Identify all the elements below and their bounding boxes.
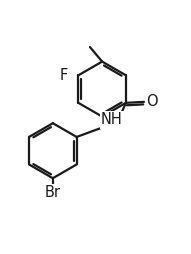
Text: O: O (146, 94, 158, 109)
Text: NH: NH (101, 112, 123, 128)
Text: F: F (60, 68, 68, 83)
Text: Br: Br (45, 185, 61, 200)
